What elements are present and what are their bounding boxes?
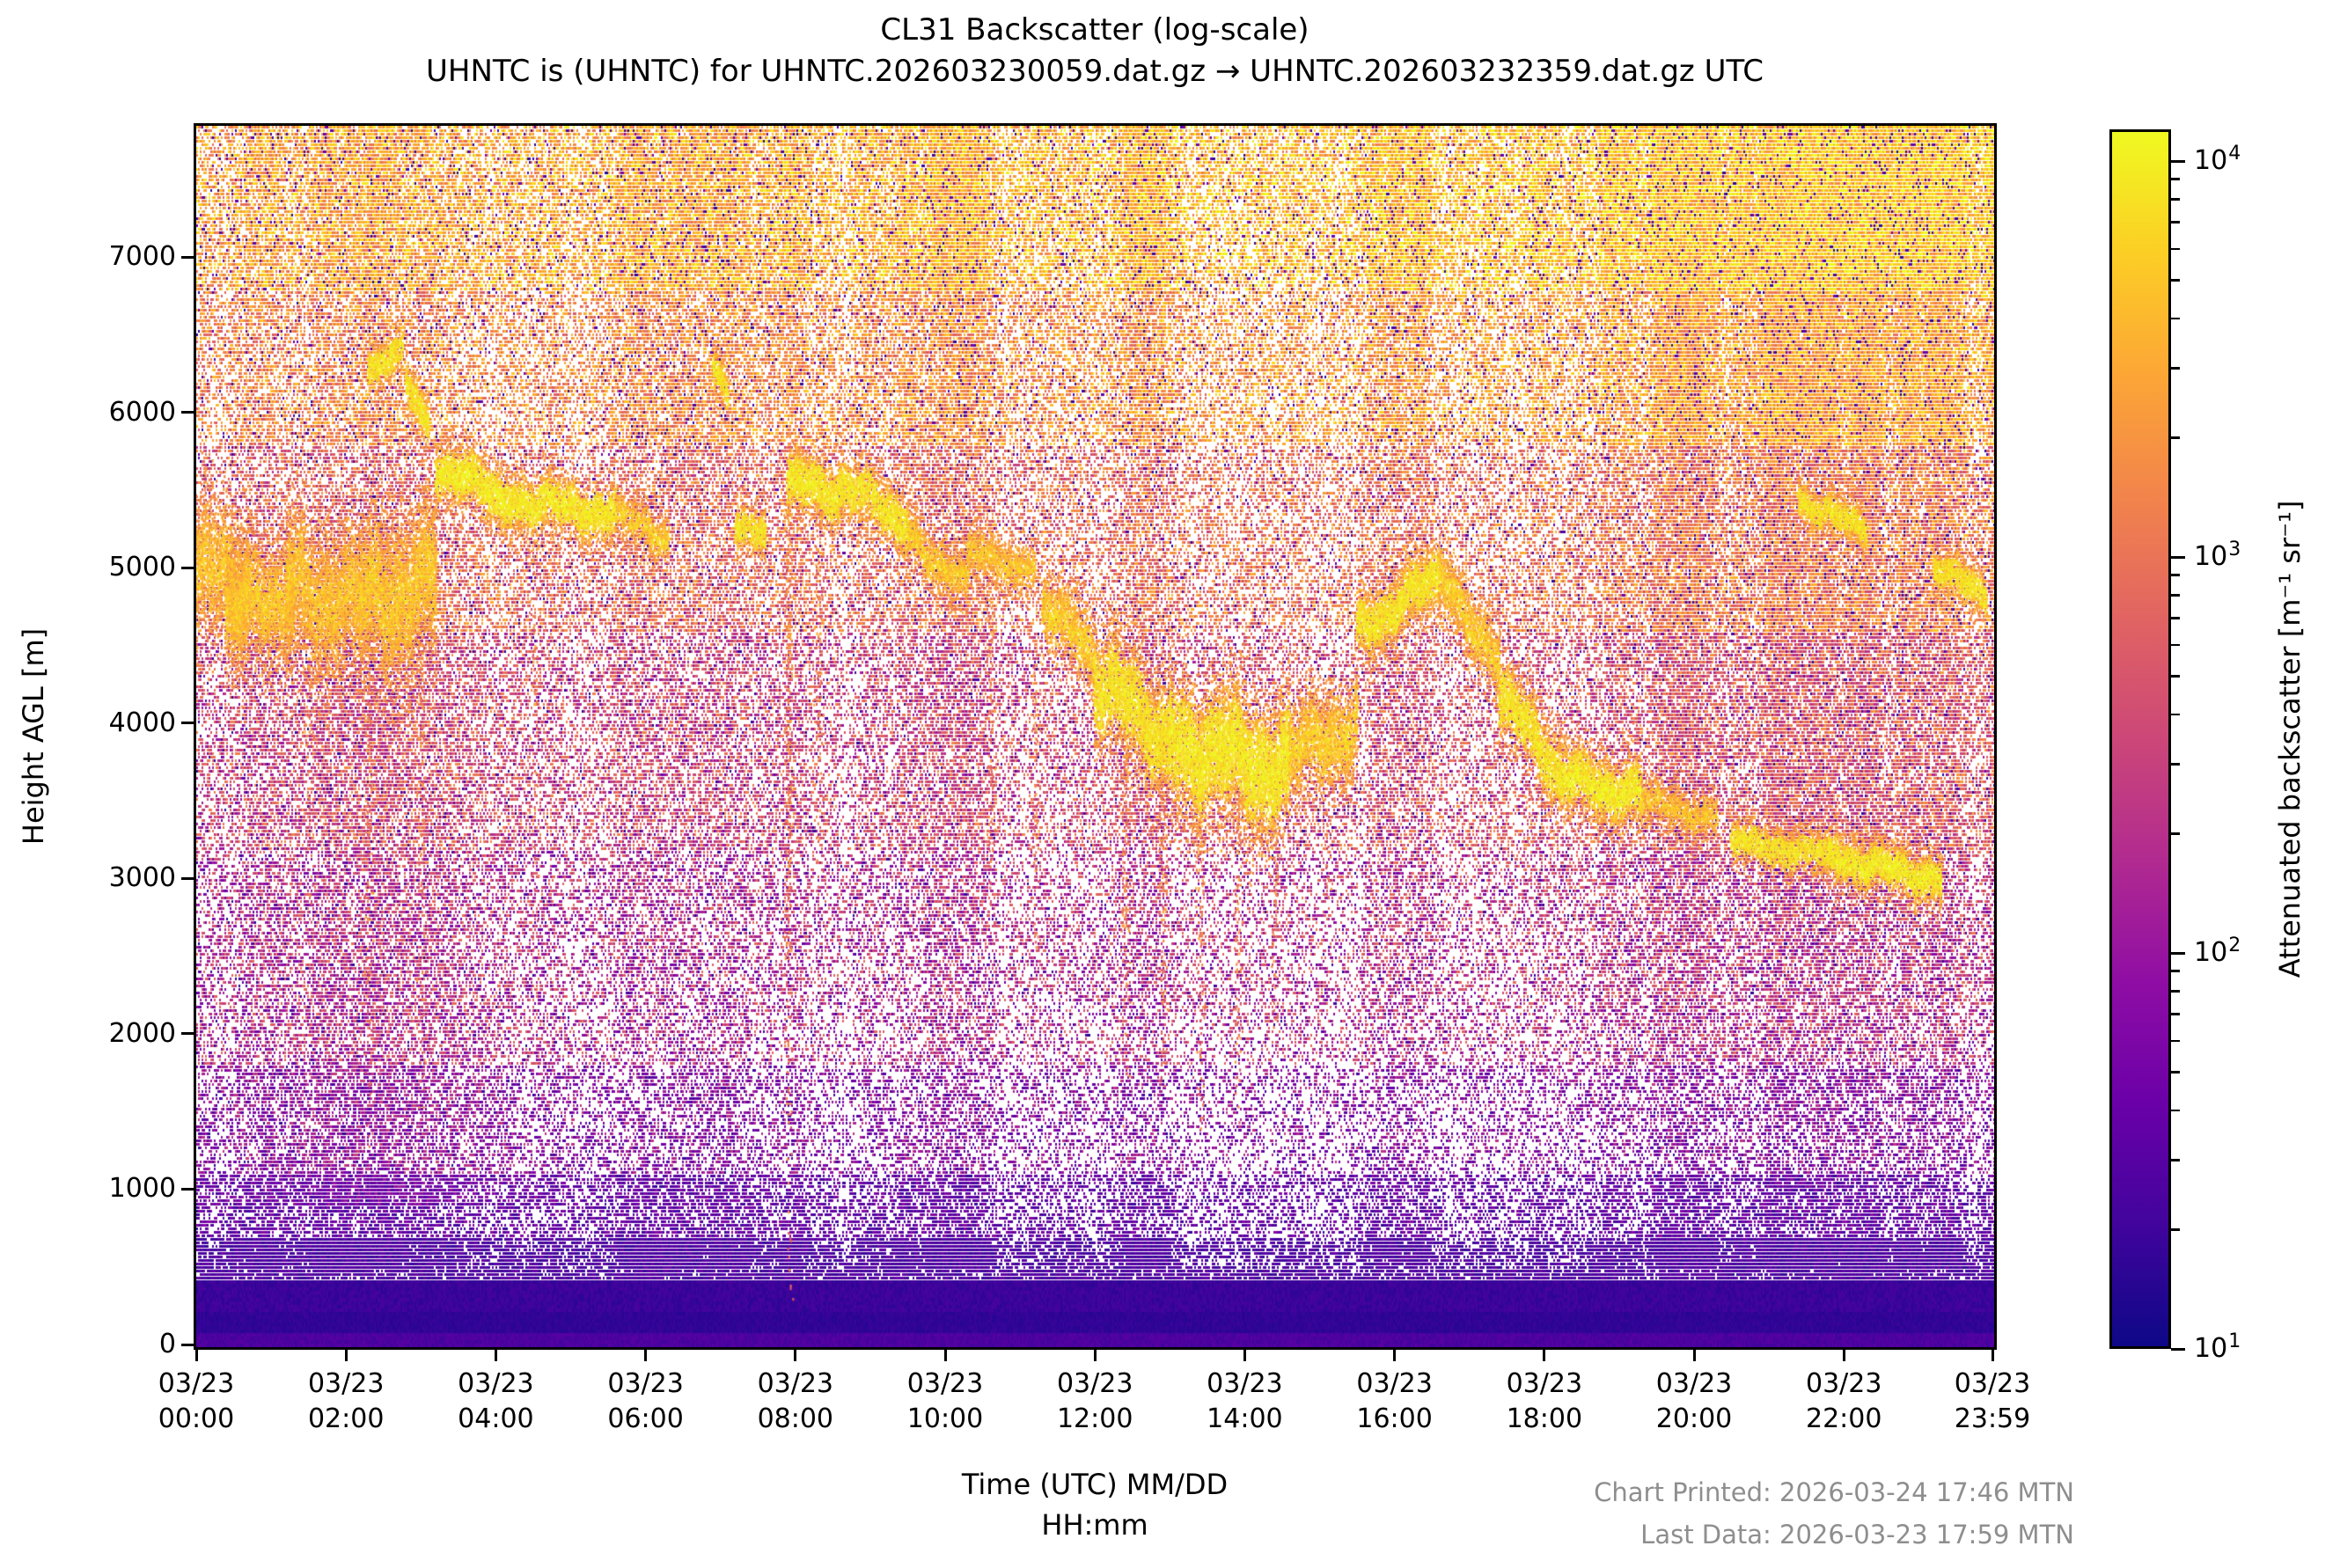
y-tick-label: 5000 (108, 552, 176, 583)
colorbar-minor-tick-mark (2171, 1228, 2180, 1231)
colorbar-tick-mark (2171, 555, 2185, 559)
colorbar-minor-tick-mark (2171, 317, 2180, 320)
x-tick-mark (1842, 1347, 1845, 1361)
x-tick-mark (1543, 1347, 1546, 1361)
colorbar-minor-tick-mark (2171, 279, 2180, 282)
x-tick-mark (1093, 1347, 1097, 1361)
x-tick-label: 03/23 00:00 (158, 1368, 235, 1434)
x-tick-mark (1243, 1347, 1246, 1361)
colorbar-minor-tick-mark (2171, 574, 2180, 576)
colorbar-minor-tick-mark (2171, 178, 2180, 180)
colorbar-minor-tick-mark (2171, 198, 2180, 201)
y-tick-mark (181, 1343, 194, 1346)
y-tick-label: 1000 (108, 1173, 176, 1205)
y-tick-mark (181, 876, 194, 880)
colorbar-tick-mark (2171, 951, 2185, 955)
y-tick-mark (181, 1032, 194, 1036)
colorbar-minor-tick-mark (2171, 643, 2180, 647)
x-tick-mark (194, 1347, 198, 1361)
x-tick-label: 03/23 10:00 (906, 1368, 984, 1434)
x-tick-mark (1692, 1347, 1696, 1361)
colorbar-minor-tick-mark (2171, 713, 2180, 716)
colorbar-minor-tick-mark (2171, 247, 2180, 251)
colorbar-tick-label: 102 (2194, 934, 2241, 968)
colorbar-minor-tick-mark (2171, 1159, 2180, 1161)
x-tick-label: 03/23 16:00 (1356, 1368, 1433, 1434)
colorbar-minor-tick-mark (2171, 367, 2180, 370)
x-tick-mark (794, 1347, 797, 1361)
colorbar-minor-tick-mark (2171, 970, 2180, 972)
colorbar-minor-tick-mark (2171, 763, 2180, 766)
y-tick-label: 2000 (108, 1017, 176, 1049)
y-tick-label: 3000 (108, 862, 176, 894)
x-tick-mark (644, 1347, 648, 1361)
x-tick-mark (1393, 1347, 1397, 1361)
colorbar-minor-tick-mark (2171, 675, 2180, 678)
y-tick-label: 6000 (108, 396, 176, 428)
colorbar-label: Attenuated backscatter [m⁻¹ sr⁻¹] (2273, 500, 2307, 978)
x-tick-label: 03/23 04:00 (458, 1368, 534, 1434)
colorbar-tick-label: 101 (2194, 1330, 2241, 1364)
x-tick-mark (344, 1347, 348, 1361)
colorbar-minor-tick-mark (2171, 1013, 2180, 1015)
x-tick-label: 03/23 23:59 (1954, 1368, 2031, 1434)
colorbar-tick-label: 104 (2194, 143, 2241, 176)
colorbar-minor-tick-mark (2171, 1071, 2180, 1073)
last-data-text: Last Data: 2026-03-23 17:59 MTN (1640, 1520, 2074, 1550)
x-axis-label: Time (UTC) MM/DD HH:mm (962, 1464, 1228, 1545)
chart-printed-text: Chart Printed: 2026-03-24 17:46 MTN (1594, 1477, 2074, 1507)
x-tick-label: 03/23 08:00 (757, 1368, 834, 1434)
colorbar-tick-mark (2171, 1347, 2185, 1351)
x-tick-label: 03/23 22:00 (1805, 1368, 1882, 1434)
colorbar-minor-tick-mark (2171, 832, 2180, 835)
x-tick-label: 03/23 06:00 (607, 1368, 684, 1434)
colorbar-minor-tick-mark (2171, 594, 2180, 597)
x-tick-label: 03/23 12:00 (1056, 1368, 1133, 1434)
y-tick-label: 0 (158, 1329, 176, 1359)
print-info: Chart Printed: 2026-03-24 17:46 MTN Last… (1594, 1471, 2074, 1556)
y-tick-mark (181, 722, 194, 725)
colorbar-minor-tick-mark (2171, 436, 2180, 439)
backscatter-heatmap (196, 126, 1994, 1347)
y-tick-mark (181, 411, 194, 414)
chart-title: CL31 Backscatter (log-scale) (880, 12, 1309, 48)
colorbar-minor-tick-mark (2171, 617, 2180, 619)
x-tick-label: 03/23 14:00 (1207, 1368, 1283, 1434)
colorbar-tick-label: 103 (2194, 539, 2241, 572)
colorbar (2109, 129, 2171, 1349)
x-tick-mark (1991, 1347, 1994, 1361)
y-tick-label: 7000 (108, 241, 176, 273)
x-tick-mark (943, 1347, 947, 1361)
y-tick-mark (181, 1187, 194, 1191)
x-tick-mark (494, 1347, 497, 1361)
y-tick-label: 4000 (108, 707, 176, 738)
colorbar-minor-tick-mark (2171, 1039, 2180, 1043)
colorbar-minor-tick-mark (2171, 1109, 2180, 1112)
colorbar-minor-tick-mark (2171, 990, 2180, 993)
colorbar-minor-tick-mark (2171, 221, 2180, 223)
x-tick-label: 03/23 18:00 (1506, 1368, 1583, 1434)
x-tick-label: 03/23 02:00 (307, 1368, 385, 1434)
x-axis-label-line1: Time (UTC) MM/DD (961, 1468, 1229, 1501)
x-axis-label-line2: HH:mm (1041, 1508, 1148, 1542)
chart-subtitle: UHNTC is (UHNTC) for UHNTC.202603230059.… (426, 54, 1764, 89)
colorbar-tick-mark (2171, 159, 2185, 163)
x-tick-label: 03/23 20:00 (1655, 1368, 1733, 1434)
y-tick-mark (181, 566, 194, 569)
y-tick-mark (181, 255, 194, 259)
